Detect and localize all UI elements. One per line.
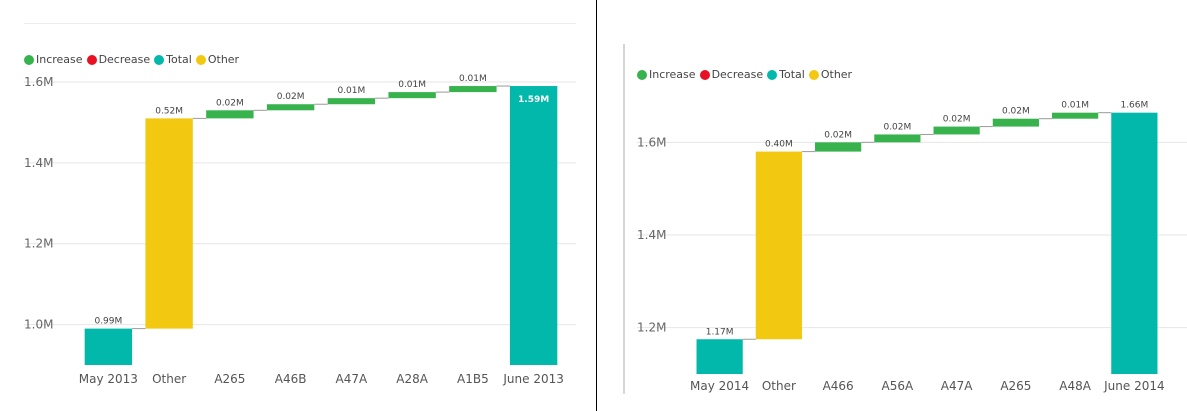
y-tick-label: 1.2M [637,321,666,335]
panel-top-border [24,23,576,24]
x-category-label: Other [152,372,186,386]
waterfall-bar-increase[interactable] [266,104,315,111]
data-label: 0.02M [883,122,911,132]
legend-dot-total [154,54,165,65]
data-label: 1.66M [1120,101,1148,111]
legend-item-other[interactable]: Other [195,53,240,66]
data-label: 0.01M [337,86,365,96]
waterfall-bar-increase[interactable] [388,92,436,99]
x-category-label: May 2014 [690,379,749,393]
legend-label: Other [207,53,240,66]
waterfall-bar-other[interactable] [755,151,802,340]
waterfall-bar-increase[interactable] [992,118,1039,127]
legend-label: Total [779,68,805,81]
chart-legend: Increase Decrease Total Other [24,53,243,66]
waterfall-chart-panel-2013: Increase Decrease Total Other 1.0M 1.2M 1.4M 1… [24,23,576,386]
legend-dot-decrease [86,54,97,65]
legend-item-total[interactable]: Total [767,68,805,81]
waterfall-bar-increase[interactable] [327,98,376,105]
x-category-label: A46B [275,372,307,386]
data-label: 0.99M [94,317,122,327]
legend-label: Increase [649,68,696,81]
y-tick-label: 1.6M [637,135,666,149]
legend-label: Total [166,53,192,66]
x-category-label: A265 [214,372,245,386]
legend-item-decrease[interactable]: Decrease [86,53,151,66]
chart-legend: Increase Decrease Total Other [637,68,856,81]
x-category-label: A47A [941,379,973,393]
waterfall-bar-total[interactable] [84,328,133,365]
legend-label: Increase [36,53,83,66]
waterfall-bar-increase[interactable] [1052,112,1099,119]
waterfall-bar-total[interactable] [1111,112,1158,375]
data-label: 0.02M [277,92,305,102]
legend-label: Other [820,68,853,81]
waterfall-chart-panel-2014: Increase Decrease Total Other 1.2M 1.4M 1.6M 1… [599,0,1187,411]
data-label: 0.01M [1061,101,1089,111]
waterfall-bar-total[interactable] [509,86,558,366]
x-category-label: A56A [882,379,914,393]
waterfall-bar-increase[interactable] [206,110,254,119]
scrollbar-track[interactable] [623,44,625,394]
x-category-label: A1B5 [457,372,489,386]
y-tick-label: 1.2M [24,237,53,251]
legend-item-increase[interactable]: Increase [637,68,696,81]
data-label: 0.40M [765,140,793,150]
y-tick-label: 1.4M [24,156,53,170]
waterfall-chart-2013: 1.0M 1.2M 1.4M 1.6M 0.99M May 2013 0.52M Other 0… [24,74,576,386]
data-label: 0.52M [155,106,183,116]
waterfall-chart-2014: 1.2M 1.4M 1.6M 1.17M May 2014 0.40M Other 0.02M… [637,101,1187,393]
x-category-label: June 2013 [502,372,564,386]
x-category-label: A47A [336,372,368,386]
data-label: 0.01M [398,80,426,90]
x-category-label: Other [762,379,796,393]
waterfall-bar-increase[interactable] [874,134,921,143]
x-category-label: May 2013 [79,372,138,386]
waterfall-bar-increase[interactable] [815,142,862,152]
y-tick-label: 1.0M [24,318,53,332]
x-category-label: A466 [823,379,854,393]
legend-dot-other [195,54,206,65]
y-tick-label: 1.4M [637,228,666,242]
legend-item-other[interactable]: Other [808,68,853,81]
panel-divider [596,0,597,411]
x-category-label: A28A [396,372,428,386]
x-category-label: A265 [1000,379,1031,393]
waterfall-bar-increase[interactable] [449,86,497,93]
data-label: 1.17M [706,327,734,337]
data-label: 0.02M [824,130,852,140]
data-label: 0.02M [1002,107,1030,117]
data-label: 0.01M [459,74,487,84]
waterfall-bar-total[interactable] [696,339,743,374]
waterfall-bar-increase[interactable] [933,126,980,135]
y-tick-label: 1.6M [24,75,53,89]
x-category-label: June 2014 [1103,379,1165,393]
legend-label: Decrease [98,53,151,66]
legend-label: Decrease [711,68,764,81]
data-label: 0.02M [216,98,244,108]
legend-dot-increase [637,69,647,80]
legend-dot-increase [24,54,34,65]
x-category-label: A48A [1059,379,1091,393]
legend-dot-total [767,69,778,80]
data-label: 0.02M [943,115,971,125]
waterfall-bar-other[interactable] [145,118,193,329]
legend-dot-other [808,69,819,80]
legend-dot-decrease [699,69,710,80]
data-label: 1.59M [518,95,549,105]
legend-item-total[interactable]: Total [154,53,192,66]
legend-item-decrease[interactable]: Decrease [699,68,764,81]
legend-item-increase[interactable]: Increase [24,53,83,66]
